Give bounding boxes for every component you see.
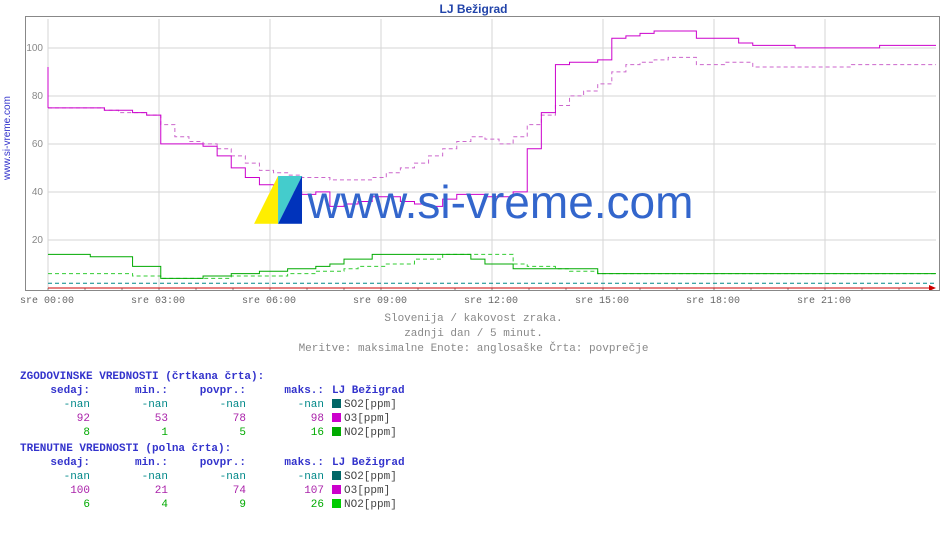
x-tick-label: sre 03:00 <box>131 296 185 307</box>
table-cell: 8 <box>20 426 98 440</box>
x-tick-label: sre 12:00 <box>464 296 518 307</box>
table-cell: -nan <box>176 398 254 412</box>
table-cell: 16 <box>254 426 332 440</box>
x-tick-label: sre 18:00 <box>686 296 740 307</box>
table-cell: -nan <box>20 398 98 412</box>
table-cell: 92 <box>20 412 98 426</box>
table-row: -nan-nan-nan-nanSO2[ppm] <box>20 398 413 412</box>
svg-text:100: 100 <box>26 43 43 54</box>
x-axis-labels: sre 00:00sre 03:00sre 06:00sre 09:00sre … <box>47 296 936 310</box>
table-cell: -nan <box>98 398 176 412</box>
series-swatch-icon <box>332 471 341 480</box>
series-label: O3[ppm] <box>344 413 390 425</box>
col-header: sedaj: <box>20 384 98 398</box>
subtitle-line-2: zadnji dan / 5 minut. <box>0 327 947 342</box>
table-cell: 6 <box>20 498 98 512</box>
series-label: NO2[ppm] <box>344 499 397 511</box>
series-swatch-icon <box>332 427 341 436</box>
series-swatch-icon <box>332 485 341 494</box>
table-cell: 1 <box>98 426 176 440</box>
side-site-label: www.si-vreme.com <box>2 96 13 180</box>
table-row: 1002174107 O3[ppm] <box>20 484 413 498</box>
subtitle-line-1: Slovenija / kakovost zraka. <box>0 312 947 327</box>
series-label: SO2[ppm] <box>344 471 397 483</box>
series-swatch-icon <box>332 399 341 408</box>
station-header: LJ Bežigrad <box>332 456 413 470</box>
col-header: min.: <box>98 456 176 470</box>
table-cell: 74 <box>176 484 254 498</box>
table-row: 81516 NO2[ppm] <box>20 426 413 440</box>
table-cell: 4 <box>98 498 176 512</box>
x-tick-label: sre 15:00 <box>575 296 629 307</box>
plot-frame: 20 40 60 80 100 <box>25 16 940 291</box>
table-row: -nan-nan-nan-nanSO2[ppm] <box>20 470 413 484</box>
svg-text:80: 80 <box>32 91 44 102</box>
table-cell: 21 <box>98 484 176 498</box>
table-cell: 107 <box>254 484 332 498</box>
table-historical: ZGODOVINSKE VREDNOSTI (črtkana črta):sed… <box>20 370 413 440</box>
data-tables: ZGODOVINSKE VREDNOSTI (črtkana črta):sed… <box>20 370 413 512</box>
table-cell: -nan <box>254 398 332 412</box>
chart-svg: 20 40 60 80 100 <box>26 17 939 290</box>
series-label-cell: NO2[ppm] <box>332 498 413 512</box>
col-header: sedaj: <box>20 456 98 470</box>
series-label-cell: NO2[ppm] <box>332 426 413 440</box>
station-header: LJ Bežigrad <box>332 384 413 398</box>
table-cell: -nan <box>254 470 332 484</box>
series-label: NO2[ppm] <box>344 427 397 439</box>
x-tick-label: sre 00:00 <box>20 296 74 307</box>
x-tick-label: sre 09:00 <box>353 296 407 307</box>
series-label-cell: SO2[ppm] <box>332 398 413 412</box>
table-row: 92537898 O3[ppm] <box>20 412 413 426</box>
table-caption: ZGODOVINSKE VREDNOSTI (črtkana črta): <box>20 370 413 384</box>
col-header: povpr.: <box>176 384 254 398</box>
series-label-cell: O3[ppm] <box>332 484 413 498</box>
table-cell: 100 <box>20 484 98 498</box>
table-cell: 9 <box>176 498 254 512</box>
svg-text:60: 60 <box>32 139 44 150</box>
col-header: maks.: <box>254 456 332 470</box>
series-swatch-icon <box>332 499 341 508</box>
col-header: maks.: <box>254 384 332 398</box>
series-label: SO2[ppm] <box>344 399 397 411</box>
series-swatch-icon <box>332 413 341 422</box>
svg-text:20: 20 <box>32 235 44 246</box>
table-cell: 78 <box>176 412 254 426</box>
table-cell: 5 <box>176 426 254 440</box>
series-label-cell: O3[ppm] <box>332 412 413 426</box>
chart-title: LJ Bežigrad <box>0 2 947 16</box>
svg-text:40: 40 <box>32 187 44 198</box>
col-header: min.: <box>98 384 176 398</box>
table-current: TRENUTNE VREDNOSTI (polna črta):sedaj:mi… <box>20 442 413 512</box>
chart-subtitles: Slovenija / kakovost zraka. zadnji dan /… <box>0 312 947 357</box>
table-cell: -nan <box>176 470 254 484</box>
table-cell: 53 <box>98 412 176 426</box>
series-label: O3[ppm] <box>344 485 390 497</box>
table-cell: -nan <box>20 470 98 484</box>
x-tick-label: sre 06:00 <box>242 296 296 307</box>
series-label-cell: SO2[ppm] <box>332 470 413 484</box>
table-caption: TRENUTNE VREDNOSTI (polna črta): <box>20 442 413 456</box>
x-tick-label: sre 21:00 <box>797 296 851 307</box>
col-header: povpr.: <box>176 456 254 470</box>
table-cell: 98 <box>254 412 332 426</box>
table-row: 64926 NO2[ppm] <box>20 498 413 512</box>
subtitle-line-3: Meritve: maksimalne Enote: anglosaške Čr… <box>0 342 947 357</box>
table-cell: -nan <box>98 470 176 484</box>
table-cell: 26 <box>254 498 332 512</box>
